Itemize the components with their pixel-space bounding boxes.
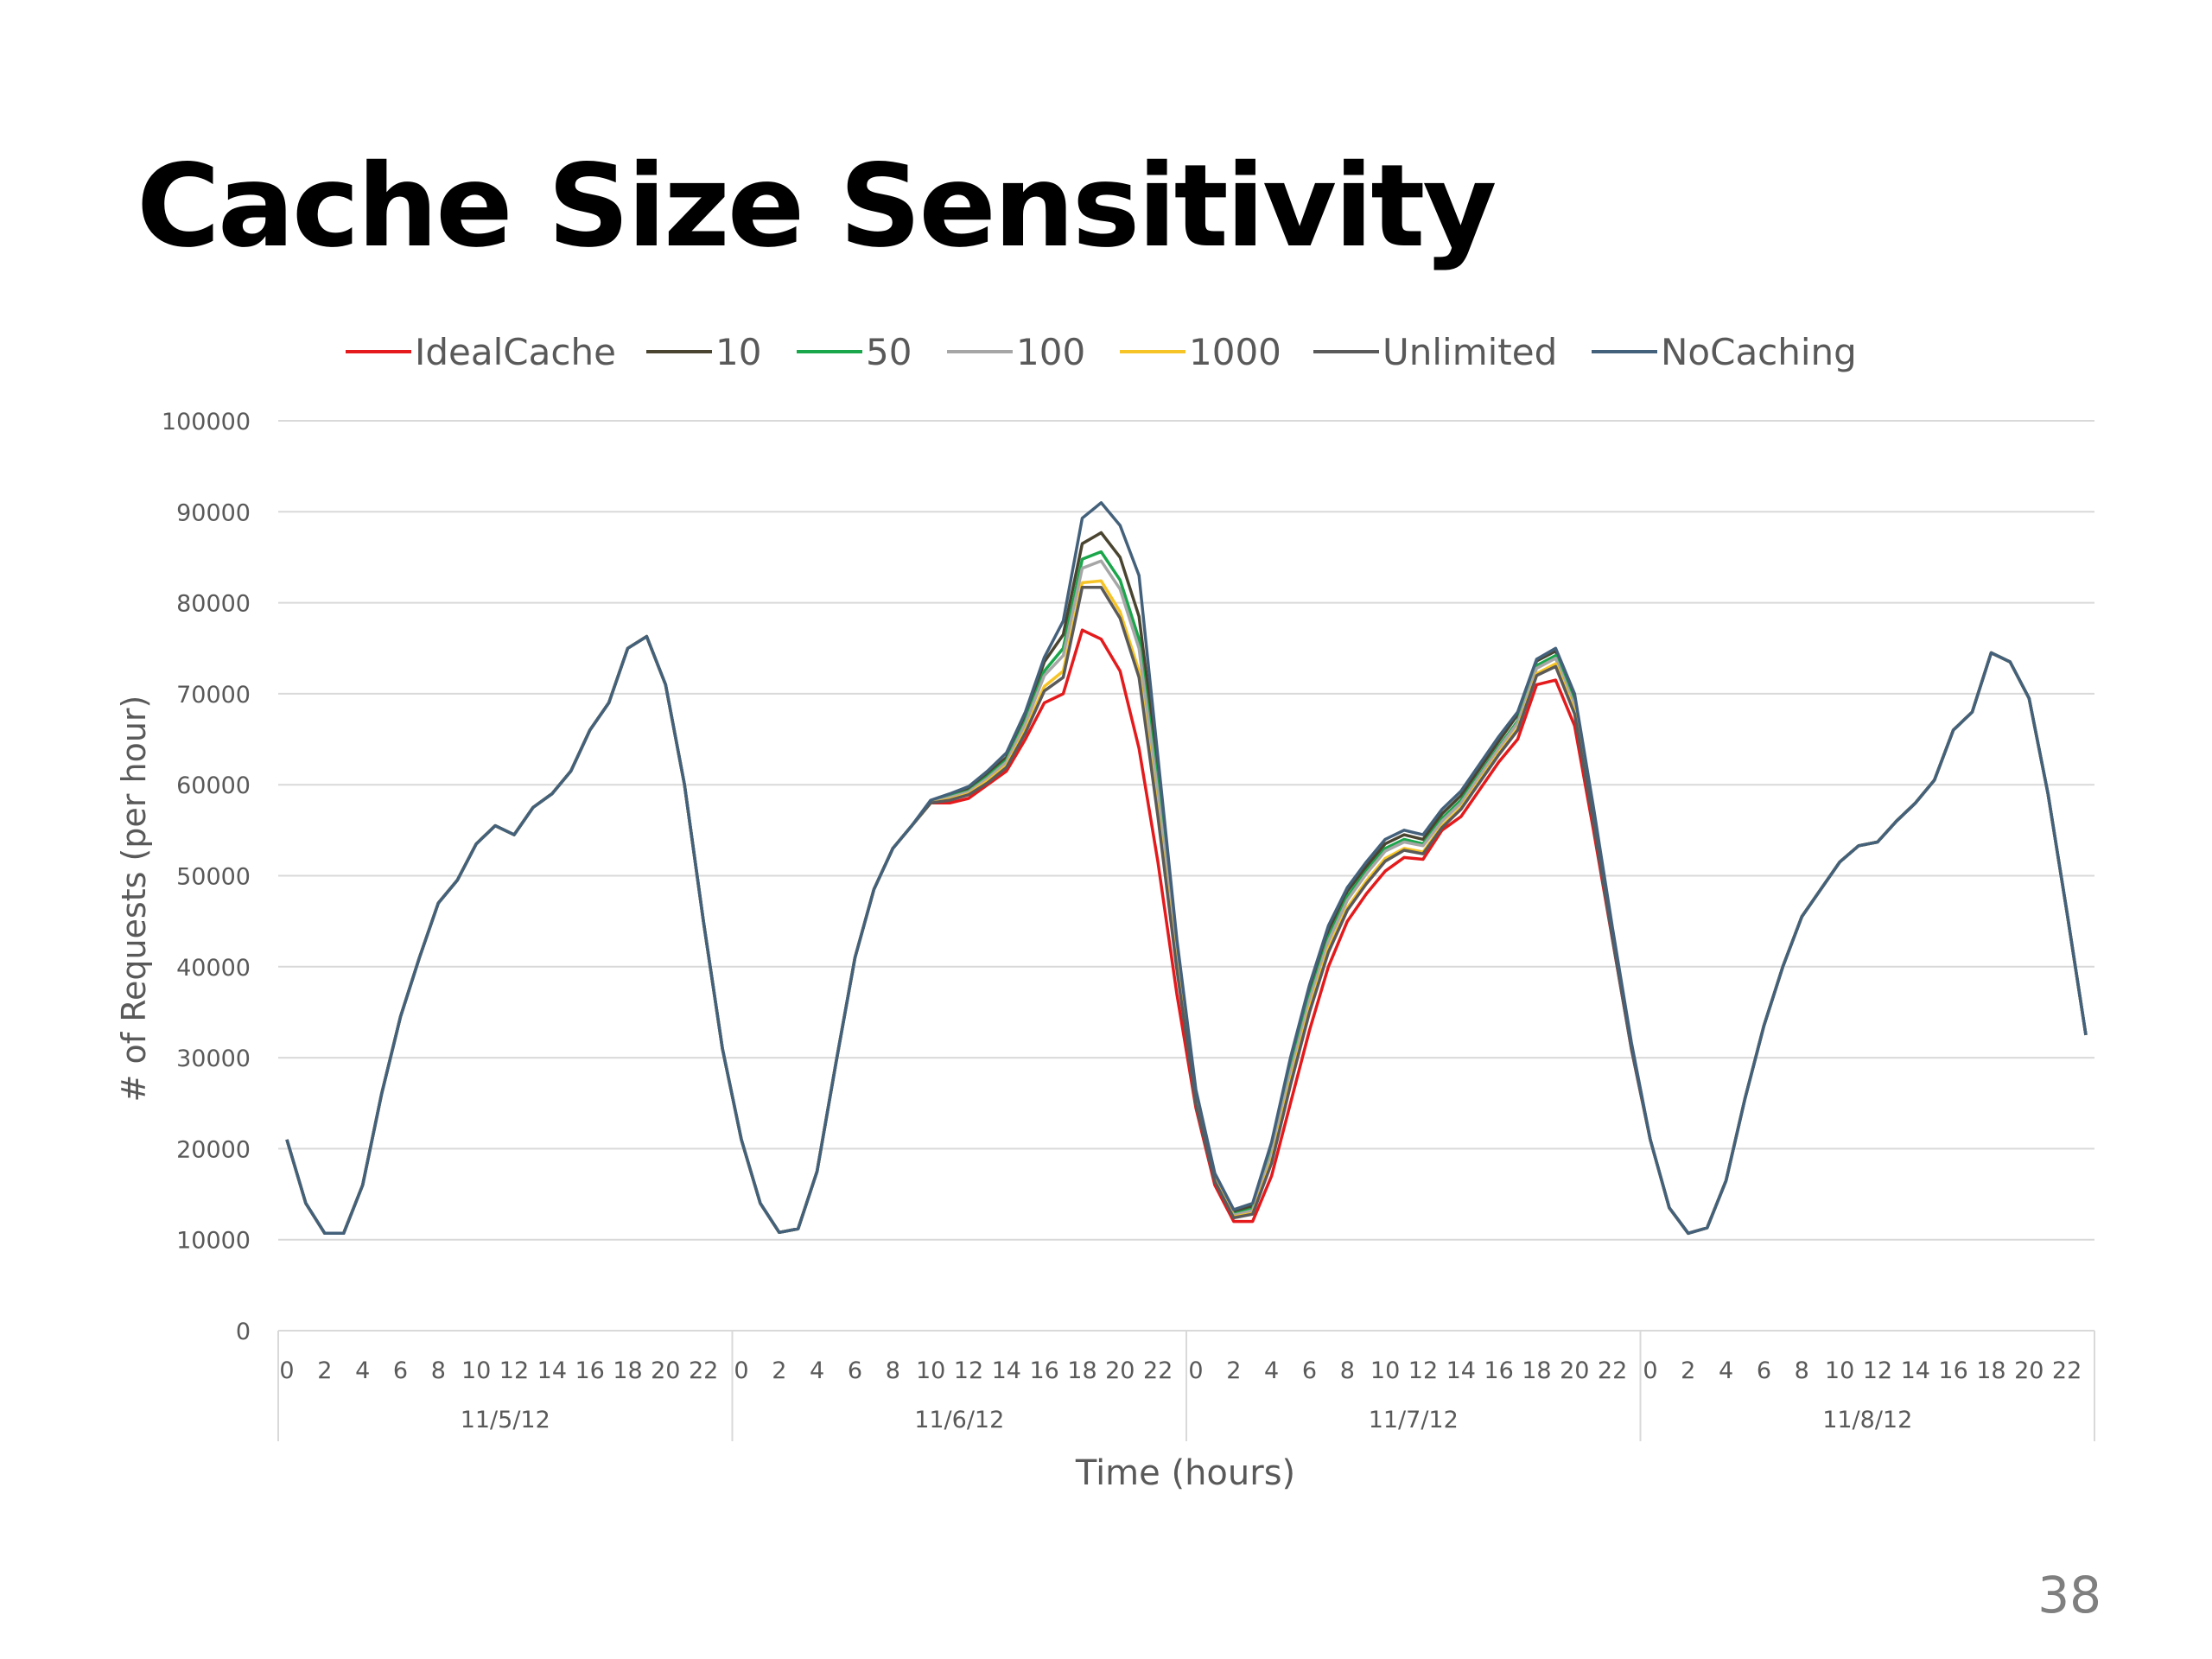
- y-tick-label: 20000: [176, 1136, 251, 1163]
- x-tick-label: 12: [1408, 1357, 1438, 1384]
- y-axis-label: # of Requests (per hour): [115, 696, 153, 1103]
- x-tick-label: 4: [355, 1357, 370, 1384]
- x-tick-label: 4: [1264, 1357, 1279, 1384]
- x-tick-label: 16: [575, 1357, 604, 1384]
- series-line-50: [285, 550, 2088, 1236]
- legend: IdealCache 10 50 100 1000 Unlimited NoCaching: [346, 331, 1857, 373]
- legend-label-idealcache: IdealCache: [415, 331, 616, 373]
- series-line-nocaching: [285, 501, 2088, 1236]
- x-tick-label: 14: [1446, 1357, 1476, 1384]
- x-tick-label: 14: [1901, 1357, 1930, 1384]
- x-tick-label: 6: [848, 1357, 862, 1384]
- y-axis: 0 10000 20000 30000 40000 50000 60000 70000 8000…: [162, 409, 251, 1345]
- x-tick-label: 10: [461, 1357, 491, 1384]
- series-line-10: [285, 531, 2088, 1236]
- day-label: 11/8/12: [1822, 1407, 1912, 1433]
- x-tick-label: 6: [1302, 1357, 1317, 1384]
- x-tick-label: 6: [1757, 1357, 1771, 1384]
- x-axis-label: Time (hours): [1075, 1453, 1295, 1493]
- slide-title: Cache Size Sensitivity: [137, 140, 1497, 273]
- day-label: 11/6/12: [914, 1407, 1004, 1433]
- x-tick-label: 16: [1484, 1357, 1513, 1384]
- x-tick-label: 12: [1863, 1357, 1892, 1384]
- y-tick-label: 100000: [162, 409, 251, 435]
- x-tick-label: 6: [393, 1357, 408, 1384]
- x-tick-label: 18: [613, 1357, 642, 1384]
- legend-label-50: 50: [866, 331, 912, 373]
- x-tick-label: 22: [2052, 1357, 2082, 1384]
- legend-label-1000: 1000: [1189, 331, 1281, 373]
- x-tick-label: 16: [1029, 1357, 1058, 1384]
- y-tick-label: 40000: [176, 955, 251, 982]
- x-tick-label: 8: [431, 1357, 446, 1384]
- x-tick-label: 20: [2014, 1357, 2044, 1384]
- series-line-1000: [285, 579, 2088, 1236]
- x-tick-label: 8: [1795, 1357, 1809, 1384]
- x-tick-label: 10: [1370, 1357, 1400, 1384]
- x-tick-label: 0: [279, 1357, 294, 1384]
- y-tick-label: 30000: [176, 1046, 251, 1072]
- x-tick-label: 12: [499, 1357, 529, 1384]
- x-tick-label: 8: [886, 1357, 900, 1384]
- y-tick-label: 0: [236, 1319, 251, 1345]
- legend-label-100: 100: [1016, 331, 1085, 373]
- x-tick-label: 16: [1938, 1357, 1967, 1384]
- x-tick-label: 18: [1976, 1357, 2005, 1384]
- legend-label-10: 10: [715, 331, 761, 373]
- x-tick-label: 2: [1681, 1357, 1695, 1384]
- x-tick-label: 20: [1105, 1357, 1135, 1384]
- x-tick-label: 4: [810, 1357, 824, 1384]
- day-label: 11/5/12: [461, 1407, 550, 1433]
- x-tick-label: 18: [1522, 1357, 1551, 1384]
- x-tick-label: 2: [772, 1357, 786, 1384]
- series-line-idealcache: [285, 628, 2088, 1236]
- x-tick-label: 14: [537, 1357, 567, 1384]
- page-number: 38: [2037, 1566, 2101, 1624]
- y-tick-label: 50000: [176, 864, 251, 891]
- x-tick-label: 8: [1340, 1357, 1355, 1384]
- legend-label-nocaching: NoCaching: [1661, 331, 1857, 373]
- x-tick-label: 2: [317, 1357, 332, 1384]
- x-tick-label: 22: [689, 1357, 718, 1384]
- x-tick-label: 12: [954, 1357, 983, 1384]
- y-tick-label: 10000: [176, 1228, 251, 1255]
- day-label: 11/7/12: [1369, 1407, 1459, 1433]
- x-tick-label: 0: [734, 1357, 748, 1384]
- x-tick-label: 22: [1598, 1357, 1627, 1384]
- x-tick-label: 0: [1643, 1357, 1657, 1384]
- x-tick-label: 0: [1188, 1357, 1203, 1384]
- y-tick-label: 90000: [176, 499, 251, 526]
- y-tick-label: 60000: [176, 772, 251, 799]
- legend-label-unlimited: Unlimited: [1382, 331, 1557, 373]
- x-tick-label: 20: [1560, 1357, 1589, 1384]
- gridlines: [278, 420, 2094, 1241]
- x-tick-label: 14: [992, 1357, 1021, 1384]
- y-tick-label: 80000: [176, 591, 251, 618]
- x-tick-label: 4: [1719, 1357, 1733, 1384]
- series-line-unlimited: [285, 585, 2088, 1236]
- x-tick-label: 2: [1226, 1357, 1241, 1384]
- plot-area: [285, 501, 2088, 1236]
- x-tick-label: 22: [1143, 1357, 1173, 1384]
- y-tick-label: 70000: [176, 682, 251, 709]
- x-tick-label: 20: [651, 1357, 680, 1384]
- x-tick-label: 10: [916, 1357, 945, 1384]
- x-tick-label: 10: [1825, 1357, 1854, 1384]
- x-tick-label: 18: [1067, 1357, 1096, 1384]
